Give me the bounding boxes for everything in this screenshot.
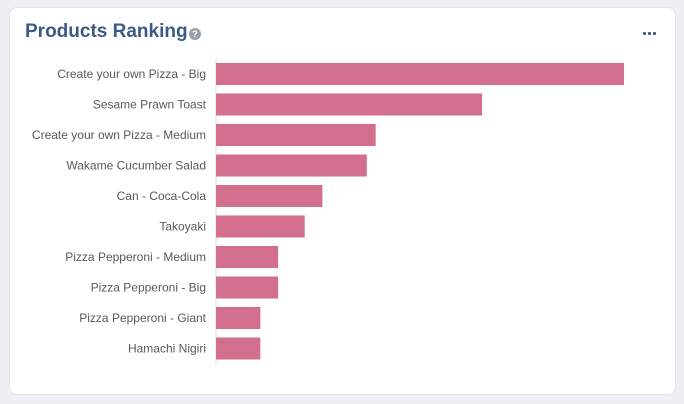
category-label: Pizza Pepperoni - Big [91, 281, 206, 295]
bar[interactable] [216, 124, 376, 146]
category-label: Can - Coca-Cola [117, 189, 207, 203]
category-label: Takoyaki [159, 220, 206, 234]
category-label: Wakame Cucumber Salad [66, 159, 206, 173]
bar-chart: Create your own Pizza - Big Sesame Prawn … [32, 59, 624, 365]
bar[interactable] [216, 246, 279, 268]
products-ranking-card: Products Ranking ? Create your own Pizza… [10, 8, 675, 394]
bar[interactable] [216, 154, 367, 177]
card-title: Products Ranking [25, 21, 188, 42]
bar[interactable] [216, 276, 279, 299]
category-label: Hamachi Nigiri [128, 342, 206, 356]
category-label: Sesame Prawn Toast [93, 98, 207, 112]
category-label: Create your own Pizza - Medium [32, 128, 206, 142]
bar[interactable] [216, 185, 323, 207]
ellipsis-icon[interactable] [643, 28, 657, 38]
bar[interactable] [216, 307, 261, 329]
category-label: Pizza Pepperoni - Medium [65, 250, 206, 264]
question-circle-icon[interactable]: ? [189, 28, 201, 40]
bar[interactable] [216, 215, 305, 238]
category-label: Pizza Pepperoni - Giant [79, 311, 206, 325]
bar[interactable] [216, 93, 483, 116]
category-label: Create your own Pizza - Big [57, 67, 206, 81]
bar[interactable] [216, 63, 624, 85]
bar[interactable] [216, 337, 261, 360]
